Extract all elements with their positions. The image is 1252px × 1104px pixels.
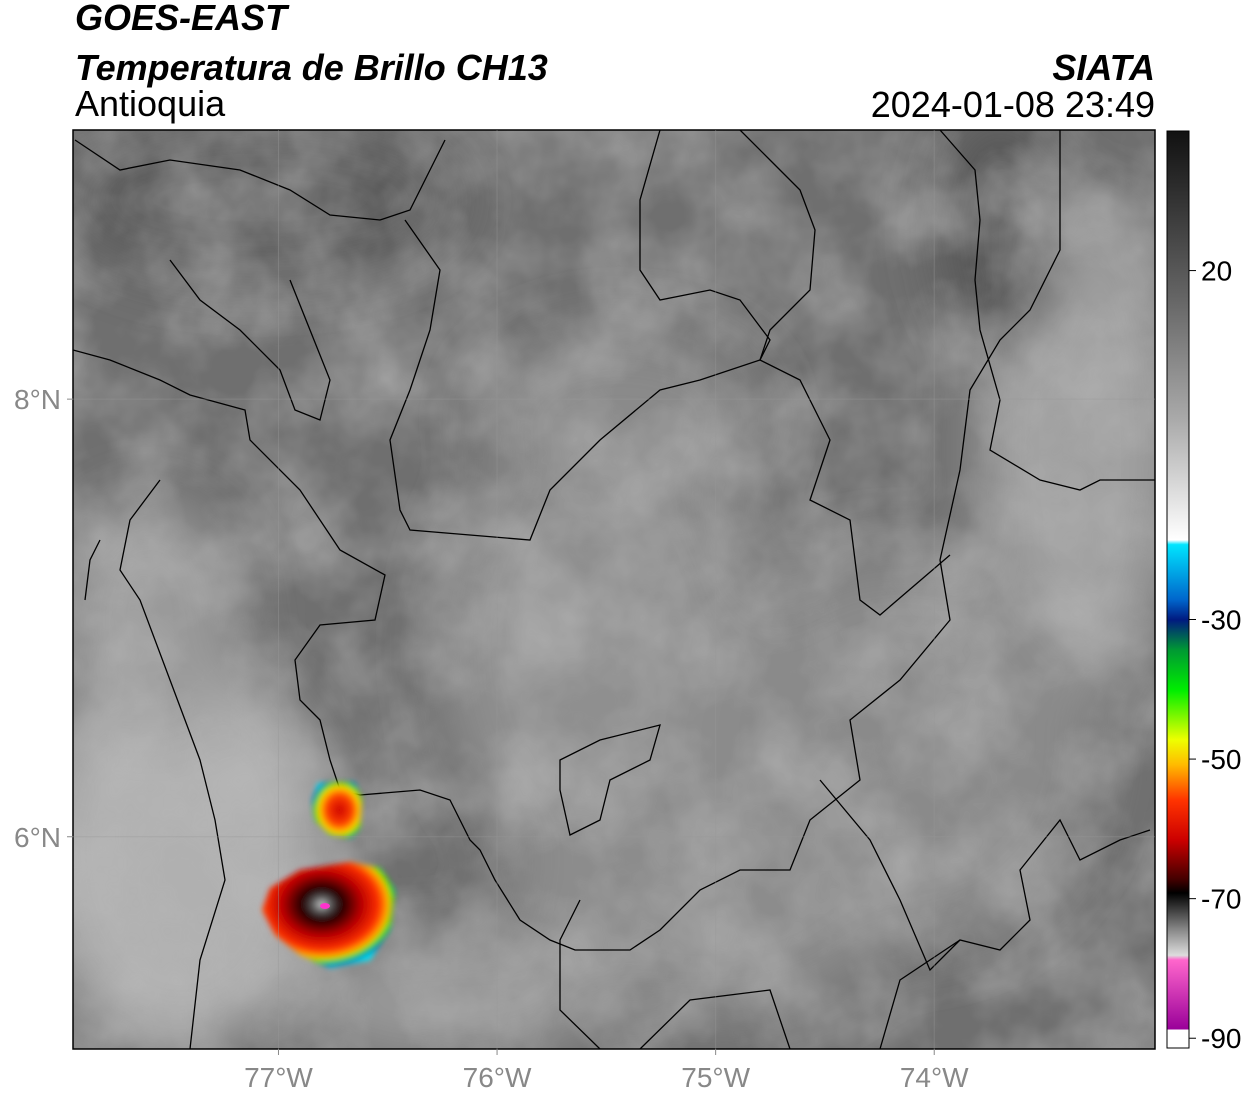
colorbar <box>1166 130 1190 1049</box>
colorbar-tick-label: -70 <box>1201 884 1241 915</box>
timestamp: 2024-01-08 23:49 <box>871 84 1155 125</box>
source: SIATA <box>1052 47 1155 88</box>
x-tick-label: 74°W <box>900 1062 969 1093</box>
title: GOES-EAST <box>75 0 290 38</box>
cloud-texture <box>73 130 1155 1049</box>
storm-cells <box>262 782 395 968</box>
x-tick-label: 75°W <box>681 1062 750 1093</box>
map-axes: 77°W 76°W 75°W 74°W 8°N 6°N <box>14 130 1155 1093</box>
y-tick-label: 6°N <box>14 822 61 853</box>
colorbar-tick-label: -30 <box>1201 605 1241 636</box>
y-tick-label: 8°N <box>14 384 61 415</box>
subtitle: Temperatura de Brillo CH13 <box>75 47 548 88</box>
map <box>73 130 1155 1049</box>
colorbar-ticks: 20 -30 -50 -70 -90 <box>1189 256 1241 1054</box>
borders <box>73 130 1155 1049</box>
colorbar-tick-label: -90 <box>1201 1023 1241 1054</box>
colorbar-tick-label: -50 <box>1201 744 1241 775</box>
region: Antioquia <box>75 83 226 124</box>
colorbar-tick-label: 20 <box>1201 256 1232 287</box>
map-frame <box>72 129 1156 1050</box>
x-tick-label: 76°W <box>463 1062 532 1093</box>
x-tick-label: 77°W <box>244 1062 313 1093</box>
